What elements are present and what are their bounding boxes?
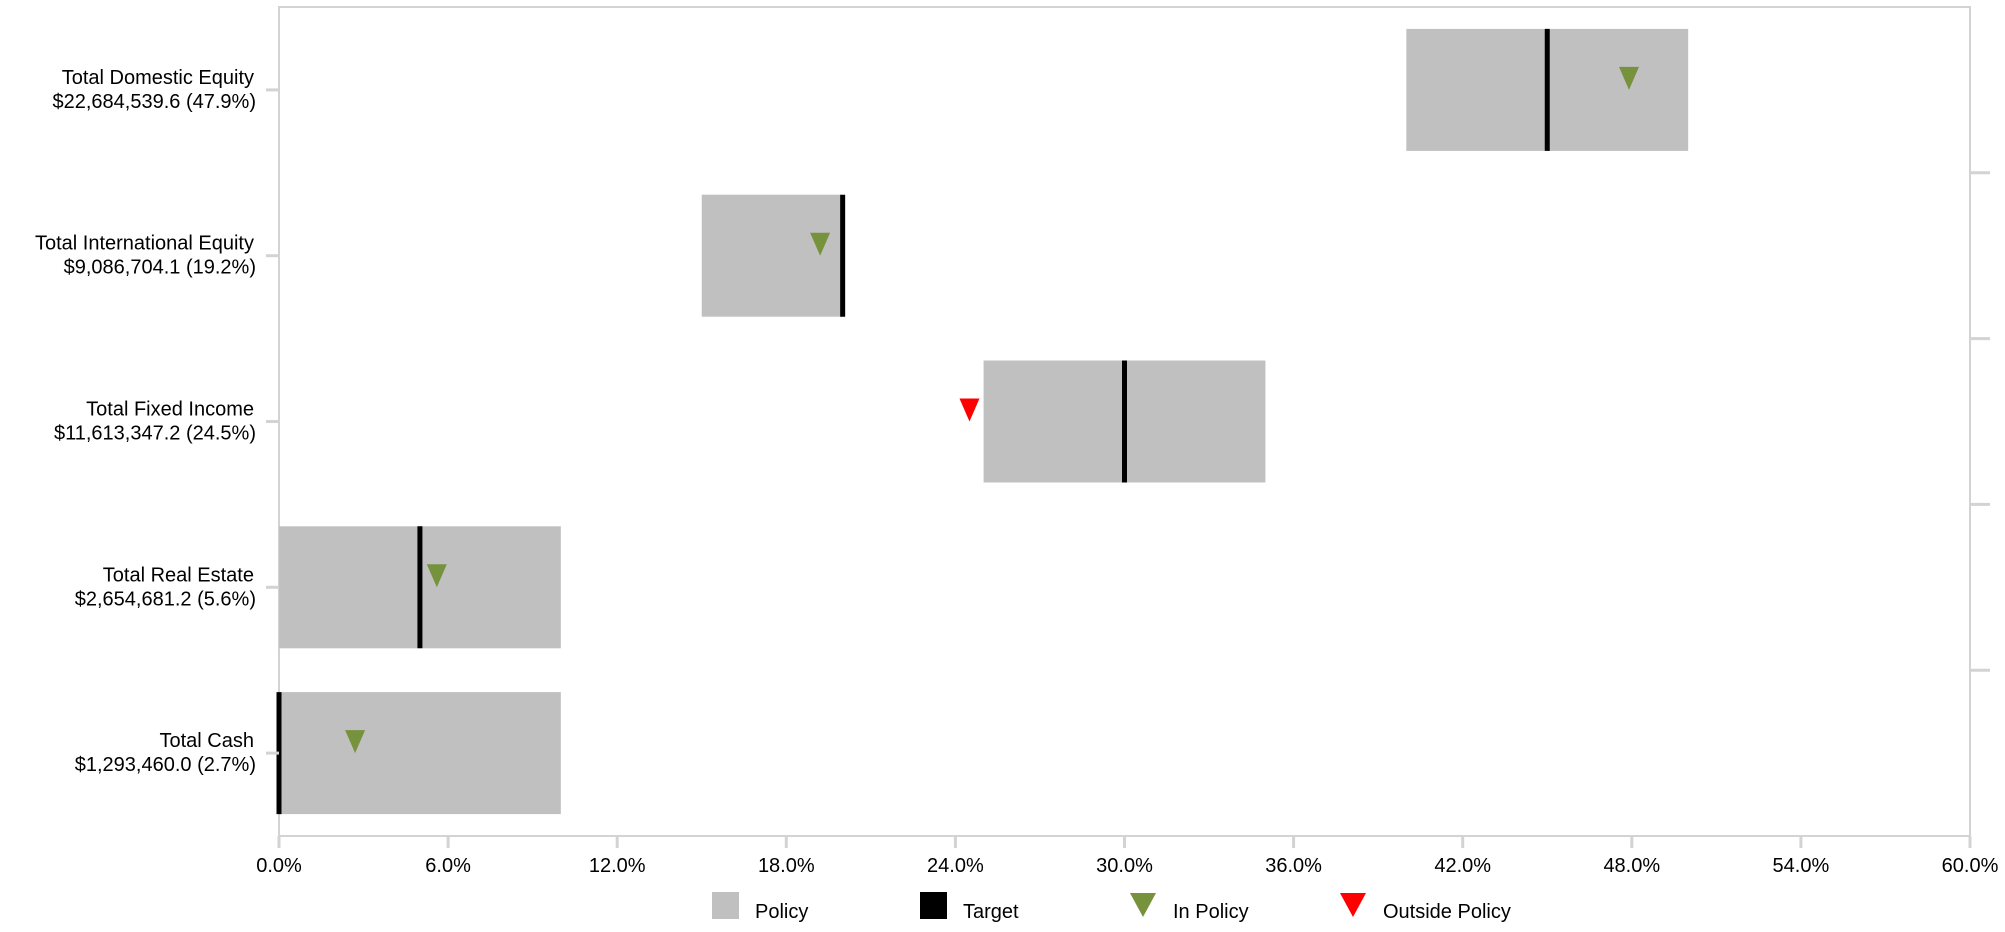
x-tick-label: 60.0% <box>1942 855 1999 877</box>
category-name: Total Cash <box>160 730 255 752</box>
policy-bar <box>701 194 843 317</box>
legend-label-out: Outside Policy <box>1383 901 1511 923</box>
x-tick-label: 42.0% <box>1434 855 1491 877</box>
policy-bar <box>279 692 561 815</box>
category-name: Total Real Estate <box>103 564 254 586</box>
x-tick-label: 24.0% <box>927 855 984 877</box>
legend-swatch-policy <box>712 892 739 919</box>
actual-markers <box>345 66 1639 754</box>
category-name: Total Fixed Income <box>86 399 254 421</box>
category-name: Total International Equity <box>35 233 254 255</box>
in-policy-marker <box>426 564 447 588</box>
in-policy-marker <box>345 730 366 754</box>
outside-policy-marker <box>959 398 980 422</box>
x-tick-label: 0.0% <box>256 855 302 877</box>
category-value-label: $9,086,704.1 (19.2%) <box>64 257 256 279</box>
x-tick-label: 36.0% <box>1265 855 1322 877</box>
legend-label-target: Target <box>963 901 1019 923</box>
x-tick-label: 54.0% <box>1773 855 1830 877</box>
category-name: Total Domestic Equity <box>62 67 254 89</box>
category-value-label: $11,613,347.2 (24.5%) <box>54 423 256 445</box>
x-tick-label: 12.0% <box>589 855 646 877</box>
x-tick-label: 30.0% <box>1096 855 1153 877</box>
policy-bars <box>279 28 1689 815</box>
legend-swatch-target <box>920 892 947 919</box>
legend-label-in: In Policy <box>1173 901 1249 923</box>
right-ticks <box>1970 171 1990 672</box>
category-value-label: $2,654,681.2 (5.6%) <box>75 588 256 610</box>
legend-swatch-out <box>1340 893 1366 917</box>
y-ticks <box>266 88 279 755</box>
legend-label-policy: Policy <box>755 901 808 923</box>
legend-swatch-in <box>1130 893 1156 917</box>
x-tick-label: 6.0% <box>425 855 471 877</box>
category-value-label: $22,684,539.6 (47.9%) <box>53 91 257 113</box>
category-value-label: $1,293,460.0 (2.7%) <box>75 754 256 776</box>
x-axis: 0.0% 6.0% 12.0% 18.0% 24.0% 30.0% 36.0% 42.0% 48… <box>256 836 1999 877</box>
in-policy-marker <box>1618 66 1639 90</box>
legend: Policy Target In Policy Outside Policy <box>712 892 1511 923</box>
category-labels: Total Domestic Equity$22,684,539.6 (47.9… <box>35 67 256 776</box>
x-tick-label: 18.0% <box>758 855 815 877</box>
in-policy-marker <box>810 232 831 256</box>
x-tick-label: 48.0% <box>1603 855 1660 877</box>
